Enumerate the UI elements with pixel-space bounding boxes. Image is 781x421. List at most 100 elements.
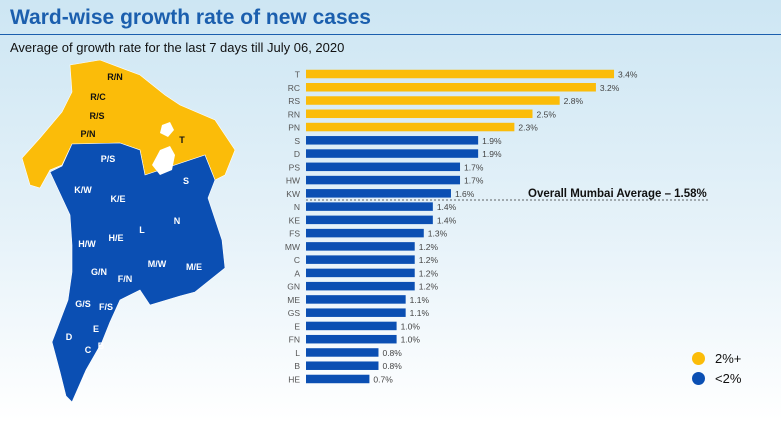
category-label: GS xyxy=(288,308,301,318)
ward-label: M/W xyxy=(148,259,167,269)
category-label: RS xyxy=(288,96,300,106)
ward-label: R/C xyxy=(90,92,106,102)
ward-label: R/N xyxy=(107,72,123,82)
ward-label: F/N xyxy=(118,274,133,284)
ward-label: R/S xyxy=(89,111,104,121)
data-label: 1.9% xyxy=(482,136,502,146)
category-label: S xyxy=(294,136,300,146)
bar-GN xyxy=(306,281,415,291)
data-label: 1.2% xyxy=(419,282,439,292)
legend-item-low: <2% xyxy=(692,371,741,386)
ward-label: N xyxy=(174,216,181,226)
category-label: PS xyxy=(289,162,301,172)
bar-HE xyxy=(306,374,370,384)
data-label: 1.4% xyxy=(437,202,457,212)
ward-label: C xyxy=(85,345,92,355)
data-label: 0.7% xyxy=(373,374,393,384)
ward-label: A xyxy=(82,372,89,382)
ward-label: P/N xyxy=(80,129,95,139)
category-label: FN xyxy=(289,335,300,345)
data-label: 3.2% xyxy=(600,83,620,93)
category-label: L xyxy=(295,348,300,358)
ward-label: H/E xyxy=(108,233,123,243)
data-label: 1.7% xyxy=(464,162,484,172)
data-label: 1.4% xyxy=(437,215,457,225)
data-label: 1.2% xyxy=(419,268,439,278)
data-label: 2.8% xyxy=(564,96,584,106)
ward-label: K/W xyxy=(74,185,92,195)
vihar-lake xyxy=(160,122,174,137)
bar-FS xyxy=(306,228,424,238)
average-reference-label: Overall Mumbai Average – 1.58% xyxy=(528,188,707,200)
category-label: GN xyxy=(287,282,300,292)
ward-label: D xyxy=(66,332,73,342)
data-label: 1.7% xyxy=(464,176,484,186)
legend-swatch-low xyxy=(692,372,705,385)
data-label: 1.1% xyxy=(410,295,430,305)
bar-PN xyxy=(306,122,515,132)
ward-label: B xyxy=(98,341,105,351)
bar-A xyxy=(306,268,415,278)
category-label: ME xyxy=(287,295,300,305)
data-label: 1.0% xyxy=(401,335,421,345)
data-label: 0.8% xyxy=(382,361,402,371)
ward-label: K/E xyxy=(110,194,125,204)
category-label: C xyxy=(294,255,300,265)
data-label: 1.2% xyxy=(419,255,439,265)
category-label: A xyxy=(294,268,300,278)
bar-PS xyxy=(306,162,461,172)
bar-T xyxy=(306,69,615,79)
category-label: RC xyxy=(288,83,300,93)
category-label: E xyxy=(294,321,300,331)
ward-label: G/S xyxy=(75,299,91,309)
category-label: FS xyxy=(289,229,300,239)
category-label: B xyxy=(294,361,300,371)
ward-label: L xyxy=(139,225,145,235)
data-label: 1.9% xyxy=(482,149,502,159)
mumbai-ward-map: R/NR/C R/S P/N T P/S K/W K/E S N H/W H/E L G/N F/N M/W… xyxy=(21,59,236,403)
data-label: 1.3% xyxy=(428,229,448,239)
category-label: KE xyxy=(289,215,301,225)
category-label: T xyxy=(295,70,300,80)
title-divider xyxy=(0,34,781,35)
data-label: 2.5% xyxy=(537,109,557,119)
subtitle: Average of growth rate for the last 7 da… xyxy=(10,40,345,55)
bar-RN xyxy=(306,109,533,119)
aarey-area xyxy=(152,146,175,175)
category-label: KW xyxy=(286,189,300,199)
bar-MW xyxy=(306,242,415,251)
ward-label: S xyxy=(183,176,189,186)
category-label: MW xyxy=(285,242,300,252)
ward-label: F/S xyxy=(99,302,113,312)
legend-item-high: 2%+ xyxy=(692,351,741,366)
map-region-below-2pct xyxy=(49,142,226,403)
ward-label: P/S xyxy=(101,154,116,164)
data-label: 1.1% xyxy=(410,308,430,318)
legend-swatch-high xyxy=(692,352,705,365)
bar-L xyxy=(306,348,379,357)
ward-label: G/N xyxy=(91,267,107,277)
category-label: N xyxy=(294,202,300,212)
legend-label-low: <2% xyxy=(715,371,742,386)
bar-RS xyxy=(306,96,560,105)
bar-ME xyxy=(306,295,406,304)
bar-RC xyxy=(306,83,596,92)
bar-C xyxy=(306,255,415,264)
data-label: 3.4% xyxy=(618,70,638,80)
category-label: HW xyxy=(286,176,300,186)
data-label: 1.0% xyxy=(401,321,421,331)
data-label: 2.3% xyxy=(518,123,538,133)
bar-E xyxy=(306,321,397,331)
bar-N xyxy=(306,202,433,211)
ward-label: E xyxy=(93,324,99,334)
bar-B xyxy=(306,361,379,370)
category-label: D xyxy=(294,149,300,159)
bar-KE xyxy=(306,215,433,225)
bar-HW xyxy=(306,175,461,185)
ward-label: H/W xyxy=(78,239,96,249)
data-label: 1.6% xyxy=(455,189,475,199)
bar-KW xyxy=(306,189,451,198)
data-label: 0.8% xyxy=(382,348,402,358)
category-label: PN xyxy=(288,123,300,133)
